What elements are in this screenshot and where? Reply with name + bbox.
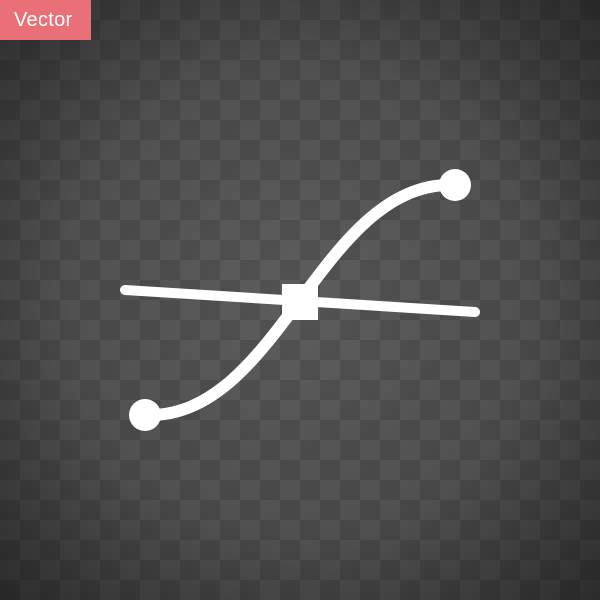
bezier-endpoint-start (129, 399, 161, 431)
stage: Vector (0, 0, 600, 600)
bezier-anchor-square (282, 284, 318, 320)
bezier-endpoint-end (439, 169, 471, 201)
bezier-curve-icon (0, 0, 600, 600)
